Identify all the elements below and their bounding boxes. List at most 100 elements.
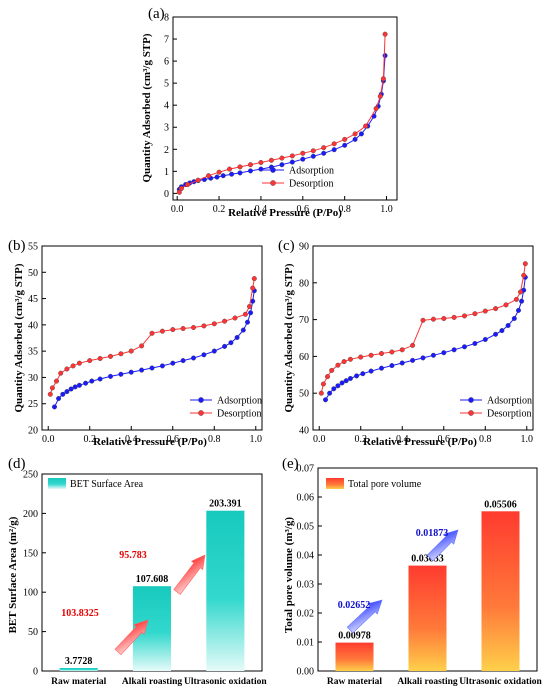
y-tick-label: 0.07 bbox=[297, 464, 315, 475]
bar-value-label: 203.391 bbox=[209, 499, 242, 510]
data-point-desorption bbox=[289, 153, 295, 159]
data-point-adsorption bbox=[511, 316, 517, 322]
data-point-desorption bbox=[190, 325, 196, 331]
data-point-adsorption bbox=[505, 323, 511, 329]
data-point-adsorption bbox=[430, 352, 436, 358]
legend-marker bbox=[270, 167, 276, 173]
y-tick-label: 30 bbox=[28, 373, 38, 384]
plot-frame bbox=[312, 245, 534, 431]
data-point-adsorption bbox=[499, 328, 505, 334]
data-point-adsorption bbox=[279, 162, 285, 168]
data-point-desorption bbox=[341, 359, 347, 365]
y-axis-label: Quantity Adsorbed (cm³/g STP) bbox=[283, 263, 295, 412]
data-point-desorption bbox=[472, 311, 478, 317]
data-point-adsorption bbox=[441, 350, 447, 356]
y-tick-label: 5 bbox=[164, 79, 169, 90]
series-line-desorption bbox=[49, 278, 255, 395]
data-point-desorption bbox=[206, 173, 212, 179]
data-point-desorption bbox=[247, 162, 253, 168]
data-point-adsorption bbox=[214, 174, 220, 180]
data-point-desorption bbox=[268, 157, 274, 163]
bar-value-label: 0.00978 bbox=[338, 631, 371, 642]
data-point-desorption bbox=[522, 261, 528, 267]
data-point-desorption bbox=[363, 123, 369, 129]
data-point-desorption bbox=[382, 31, 388, 37]
data-point-desorption bbox=[195, 177, 201, 183]
data-point-desorption bbox=[318, 390, 324, 396]
data-point-adsorption bbox=[321, 150, 327, 156]
data-point-desorption bbox=[97, 356, 103, 362]
data-point-desorption bbox=[118, 351, 124, 357]
y-tick-label: 0 bbox=[33, 667, 38, 678]
data-point-desorption bbox=[70, 363, 76, 369]
x-tick-label: 0.6 bbox=[297, 204, 310, 215]
data-point-adsorption bbox=[244, 319, 250, 325]
data-point-desorption bbox=[518, 289, 524, 295]
data-point-adsorption bbox=[343, 378, 349, 384]
data-point-desorption bbox=[451, 314, 457, 320]
increase-arrow bbox=[426, 529, 459, 562]
bar bbox=[408, 565, 447, 671]
x-tick-label: 1.0 bbox=[380, 204, 393, 215]
data-point-adsorption bbox=[83, 380, 89, 386]
data-point-adsorption bbox=[360, 371, 366, 377]
data-point-adsorption bbox=[331, 386, 337, 392]
legend-marker bbox=[270, 180, 276, 186]
y-tick-label: 7 bbox=[164, 35, 169, 46]
data-point-desorption bbox=[242, 311, 248, 317]
x-tick-label: 0.8 bbox=[208, 434, 221, 445]
data-point-adsorption bbox=[482, 337, 488, 343]
x-axis-label: Relative Pressure (P/Po) bbox=[93, 436, 207, 448]
increment-label: 0.01873 bbox=[416, 528, 449, 539]
bar bbox=[335, 642, 374, 671]
legend-marker bbox=[468, 410, 474, 416]
data-point-desorption bbox=[180, 326, 186, 332]
y-tick-label: 50 bbox=[28, 627, 38, 638]
data-point-adsorption bbox=[368, 368, 374, 374]
data-point-desorption bbox=[373, 105, 379, 111]
data-point-adsorption bbox=[170, 360, 176, 366]
x-category-label: Alkali roasting bbox=[397, 677, 458, 687]
data-point-desorption bbox=[232, 315, 238, 321]
data-point-adsorption bbox=[300, 156, 306, 162]
legend-label: Total pore volume bbox=[348, 479, 422, 490]
data-point-adsorption bbox=[379, 365, 385, 371]
bar-value-label: 107.608 bbox=[136, 574, 169, 585]
data-point-desorption bbox=[222, 318, 228, 324]
data-point-desorption bbox=[149, 330, 155, 336]
y-tick-label: 40 bbox=[28, 320, 38, 331]
data-point-adsorption bbox=[247, 168, 253, 174]
y-tick-label: 6 bbox=[164, 57, 169, 68]
data-point-desorption bbox=[237, 164, 243, 170]
y-tick-label: 150 bbox=[23, 548, 38, 559]
panel-label: (a) bbox=[148, 6, 165, 22]
y-tick-label: 250 bbox=[23, 470, 38, 481]
plot-frame bbox=[41, 245, 263, 431]
arrow-shape bbox=[114, 619, 149, 656]
data-point-adsorption bbox=[347, 376, 353, 382]
arrow-shape bbox=[426, 529, 459, 562]
data-point-adsorption bbox=[472, 341, 478, 347]
y-tick-label: 1 bbox=[164, 167, 169, 178]
series-line-desorption bbox=[320, 263, 526, 394]
bar bbox=[59, 668, 98, 671]
data-point-desorption bbox=[521, 272, 527, 278]
data-point-desorption bbox=[410, 342, 416, 348]
data-point-adsorption bbox=[310, 153, 316, 159]
data-point-adsorption bbox=[159, 363, 165, 369]
y-tick-label: 20 bbox=[28, 426, 38, 437]
data-point-adsorption bbox=[331, 147, 337, 153]
data-point-desorption bbox=[329, 367, 335, 373]
x-category-label: Alkali roasting bbox=[122, 677, 183, 687]
data-point-desorption bbox=[139, 343, 145, 349]
series-line-desorption bbox=[178, 34, 386, 193]
series-line-adsorption bbox=[178, 55, 386, 190]
legend-label: BET Surface Area bbox=[70, 479, 144, 490]
data-point-desorption bbox=[379, 351, 385, 357]
data-point-desorption bbox=[64, 366, 70, 372]
data-point-desorption bbox=[513, 296, 519, 302]
data-point-adsorption bbox=[228, 340, 234, 346]
increase-arrow bbox=[173, 554, 206, 595]
